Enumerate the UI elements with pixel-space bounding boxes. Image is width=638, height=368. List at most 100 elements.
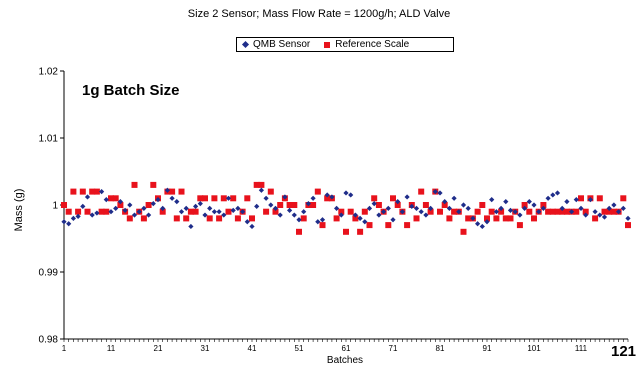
qmb-sensor-point: [324, 192, 330, 198]
reference-scale-point: [474, 208, 481, 215]
qmb-sensor-point: [301, 209, 307, 215]
qmb-sensor-point: [489, 197, 495, 203]
reference-scale-point: [451, 208, 458, 215]
legend-label-reference: Reference Scale: [335, 39, 410, 50]
qmb-sensor-point: [423, 212, 429, 218]
qmb-sensor-point: [606, 205, 612, 211]
x-tick-label: 101: [527, 344, 541, 353]
qmb-sensor-point: [315, 219, 321, 225]
reference-scale-point: [333, 215, 340, 222]
reference-scale-point: [343, 228, 349, 235]
reference-scale-point: [484, 215, 490, 222]
qmb-sensor-point: [197, 201, 203, 207]
reference-scale-point: [573, 208, 580, 215]
x-tick-label: 111: [575, 344, 588, 353]
qmb-sensor-point: [334, 205, 340, 211]
reference-scale-point: [625, 222, 631, 229]
x-tick-label: 91: [483, 344, 492, 353]
x-tick-label: 81: [436, 344, 445, 353]
qmb-sensor-point: [517, 212, 523, 218]
qmb-sensor-point: [291, 212, 297, 218]
qmb-sensor-point: [319, 217, 326, 223]
reference-scale-point: [352, 215, 359, 222]
qmb-sensor-point: [432, 189, 438, 195]
reference-scale-point: [357, 228, 364, 235]
reference-scale-point: [347, 208, 354, 215]
reference-scale-point: [394, 202, 401, 208]
qmb-sensor-point: [230, 207, 236, 213]
y-axis-label: Mass (g): [13, 188, 25, 232]
reference-scale-point: [244, 195, 251, 202]
qmb-sensor-point: [61, 219, 67, 225]
reference-scale-point: [89, 188, 96, 195]
qmb-sensor-point: [188, 223, 194, 230]
qmb-sensor-point: [296, 217, 302, 223]
qmb-sensor-point: [442, 199, 448, 205]
qmb-sensor-point: [103, 197, 109, 203]
reference-scale-point: [319, 222, 326, 229]
qmb-sensor-point: [263, 195, 269, 201]
reference-scale-point: [516, 222, 523, 229]
reference-scale-point: [220, 195, 227, 202]
reference-scale-point: [375, 202, 382, 208]
qmb-sensor-point: [155, 197, 161, 203]
qmb-sensor-point: [620, 205, 626, 211]
legend-label-qmb: QMB Sensor: [253, 39, 311, 50]
qmb-sensor-point: [507, 207, 514, 213]
reference-scale-point: [404, 222, 411, 229]
reference-scale-point: [582, 208, 589, 215]
reference-scale-point: [225, 208, 232, 215]
qmb-sensor-point: [390, 217, 396, 223]
reference-scale-point: [75, 208, 82, 215]
x-tick-label: 61: [342, 344, 351, 353]
qmb-sensor-point: [573, 197, 579, 203]
qmb-sensor-point: [75, 213, 81, 219]
reference-scale-point: [418, 188, 425, 195]
y-tick-label: 0.98: [39, 335, 59, 346]
x-tick-label: 41: [248, 344, 257, 353]
qmb-sensor-point: [465, 205, 471, 211]
reference-scale-point: [98, 208, 105, 215]
qmb-sensor-point: [625, 215, 631, 221]
square-marker-icon: [324, 41, 331, 48]
reference-scale-point: [371, 195, 378, 202]
qmb-sensor-point: [611, 202, 617, 208]
reference-scale-point: [103, 208, 110, 215]
reference-scale-point: [140, 215, 147, 222]
reference-scale-point: [234, 215, 241, 222]
reference-scale-point: [531, 215, 537, 222]
qmb-sensor-point: [254, 203, 260, 209]
qmb-sensor-point: [329, 194, 335, 200]
qmb-sensor-point: [249, 223, 255, 230]
qmb-sensor-point: [503, 199, 509, 205]
qmb-sensor-point: [559, 205, 565, 211]
reference-scale-point: [521, 202, 528, 208]
qmb-sensor-point: [362, 219, 368, 225]
qmb-sensor-point: [310, 195, 316, 201]
reference-scale-point: [197, 195, 204, 202]
reference-scale-point: [300, 215, 307, 222]
reference-scale-point: [79, 188, 86, 195]
reference-scale-point: [545, 208, 552, 215]
reference-scale-point: [61, 202, 67, 208]
reference-scale-point: [427, 208, 434, 215]
qmb-sensor-point: [385, 205, 391, 211]
qmb-sensor-point: [437, 190, 443, 196]
qmb-sensor-point: [493, 209, 499, 215]
qmb-sensor-point: [207, 205, 213, 211]
qmb-sensor-point: [376, 212, 382, 218]
reference-scale-point: [131, 181, 138, 188]
reference-scale-point: [559, 208, 566, 215]
reference-scale-point: [441, 202, 448, 208]
reference-scale-point: [216, 215, 223, 222]
qmb-sensor-point: [540, 205, 546, 211]
qmb-sensor-point: [522, 205, 528, 211]
reference-scale-point: [286, 202, 293, 208]
reference-scale-point: [145, 202, 152, 208]
reference-scale-point: [601, 208, 608, 215]
qmb-sensor-point: [404, 194, 410, 200]
qmb-sensor-point: [456, 209, 462, 215]
qmb-sensor-point: [268, 202, 274, 208]
reference-scale-point: [507, 215, 514, 222]
reference-scale-point: [493, 215, 500, 222]
